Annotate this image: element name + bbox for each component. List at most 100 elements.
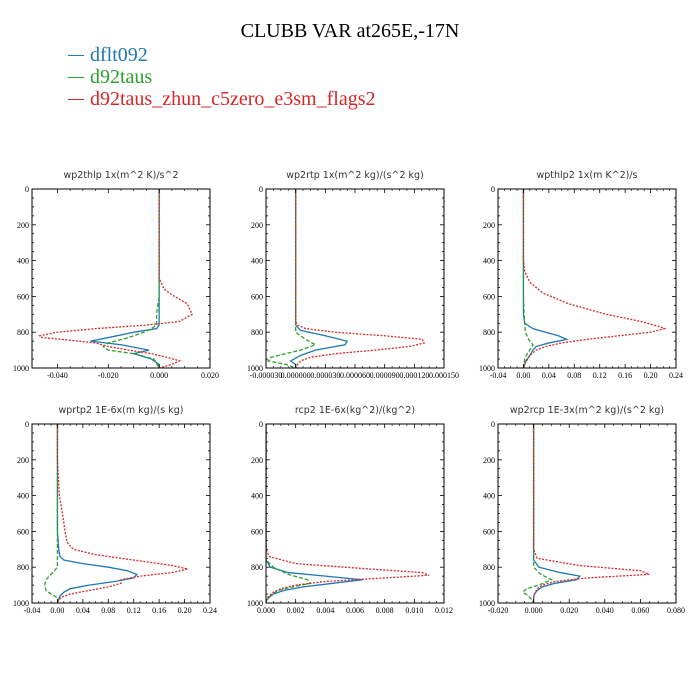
y-tick-label: 200 [483,221,495,230]
legend-swatch-zhun [68,99,84,100]
x-tick-label: 0.012 [435,606,453,615]
x-tick-label: 0.20 [178,606,192,615]
plot-frame [31,188,211,369]
series-line-d92taus [266,189,318,368]
x-tick-label: 0.000 [150,371,168,380]
series-line-d92taus [521,424,553,603]
x-tick-label: 0.020 [560,606,578,615]
x-tick-label: 0.000060 [340,371,370,380]
series-line-dflt092 [56,424,139,603]
x-tick-label: 0.080 [667,606,685,615]
x-tick-label: 0.002 [287,606,305,615]
y-tick-label: 600 [17,292,29,301]
profile-panel-3: wpthlp2 1x(m K^2)/s 0 200 400 600 800 1000-0.0… [479,170,683,380]
x-tick-label: 0.008 [376,606,394,615]
x-tick-label: 0.000 [257,606,275,615]
y-tick-label: 1000 [479,599,495,608]
panel-title: rcp2 1E-6x(kg^2)/(kg^2) [295,405,415,416]
profile-panel-6: wp2rcp 1E-3x(m^2 kg)/(s^2 kg) 0 200 400 600 8… [479,405,685,615]
x-tick-label: -0.000030 [250,371,283,380]
y-tick-label: 0 [491,420,495,429]
y-tick-label: 0 [491,185,495,194]
panel-title: wp2rtp 1x(m^2 kg)/(s^2 kg) [286,170,424,181]
x-tick-label: 0.000000 [281,371,311,380]
series-line-d92taus [266,424,312,603]
profile-panel-5: rcp2 1E-6x(kg^2)/(kg^2) 0 200 400 600 800 1000… [247,405,453,615]
plot-frame [497,188,677,369]
legend-label-dflt092: dflt092 [90,44,148,66]
profile-panel-2: wp2rtp 1x(m^2 kg)/(s^2 kg) 0 200 400 600 800 1… [247,170,459,380]
x-tick-label: 0.000150 [429,371,459,380]
x-tick-label: 0.08 [567,371,581,380]
series-line-d92taus_zhun_c5zero_e3sm_flags2 [295,189,426,368]
y-tick-label: 800 [483,563,495,572]
y-tick-label: 800 [251,563,263,572]
x-tick-label: 0.000090 [370,371,400,380]
series-line-d92taus_zhun_c5zero_e3sm_flags2 [522,189,667,368]
y-tick-label: 400 [251,492,263,501]
y-tick-label: 400 [17,257,29,266]
panel-title: wpthlp2 1x(m K^2)/s [536,170,637,181]
x-tick-label: -0.020 [488,606,509,615]
legend-swatch-d92taus [68,77,84,78]
plot-frame [265,188,445,369]
y-tick-label: 200 [251,221,263,230]
y-tick-label: 0 [25,420,29,429]
x-tick-label: 0.16 [152,606,166,615]
x-tick-label: 0.006 [346,606,364,615]
legend-swatch-dflt092 [68,55,84,56]
x-tick-label: 0.020 [201,371,219,380]
plot-frame [497,423,677,604]
y-tick-label: 400 [483,257,495,266]
x-tick-label: 0.060 [631,606,649,615]
page-title: CLUBB VAR at265E,-17N [240,20,460,42]
x-tick-label: 0.04 [76,606,90,615]
series-line-dflt092 [532,424,582,603]
x-tick-label: 0.08 [101,606,115,615]
y-tick-label: 800 [17,563,29,572]
series-line-dflt092 [266,424,363,603]
y-tick-label: 0 [259,420,263,429]
series-line-dflt092 [90,189,160,368]
panel-title: wp2rcp 1E-3x(m^2 kg)/(s^2 kg) [510,405,664,416]
series-line-d92taus_zhun_c5zero_e3sm_flags2 [266,424,430,603]
plot-frame [265,423,445,604]
x-tick-label: 0.12 [593,371,607,380]
x-tick-label: -0.020 [98,371,119,380]
x-tick-label: -0.04 [490,371,507,380]
y-tick-label: 1000 [13,364,29,373]
series-line-d92taus [44,424,59,603]
y-tick-label: 800 [483,328,495,337]
y-tick-label: 400 [251,257,263,266]
x-tick-label: -0.040 [47,371,68,380]
profile-panel-1: wp2thlp 1x(m^2 K)/s^2 0 200 400 600 800 1000 -0… [13,170,219,380]
x-tick-label: -0.04 [24,606,41,615]
y-tick-label: 1000 [247,599,263,608]
legend-label-d92taus: d92taus [90,66,153,88]
y-tick-label: 0 [25,185,29,194]
x-tick-label: 0.004 [316,606,334,615]
y-tick-label: 200 [483,456,495,465]
series-line-d92taus_zhun_c5zero_e3sm_flags2 [56,424,188,603]
y-tick-label: 600 [483,292,495,301]
y-tick-label: 400 [483,492,495,501]
y-tick-label: 800 [17,328,29,337]
y-tick-label: 600 [483,527,495,536]
x-tick-label: 0.00 [50,606,64,615]
y-tick-label: 1000 [13,599,29,608]
y-tick-label: 600 [251,292,263,301]
y-tick-label: 1000 [247,364,263,373]
y-tick-label: 0 [259,185,263,194]
x-tick-label: 0.04 [542,371,556,380]
legend-label-zhun: d92taus_zhun_c5zero_e3sm_flags2 [90,88,376,110]
y-tick-label: 200 [17,221,29,230]
y-tick-label: 1000 [479,364,495,373]
plot-frame [31,423,211,604]
x-tick-label: 0.16 [618,371,632,380]
y-tick-label: 400 [17,492,29,501]
series-line-d92taus_zhun_c5zero_e3sm_flags2 [532,424,650,603]
y-tick-label: 200 [251,456,263,465]
x-tick-label: 0.040 [596,606,614,615]
x-tick-label: 0.000120 [399,371,429,380]
x-tick-label: 0.010 [405,606,423,615]
